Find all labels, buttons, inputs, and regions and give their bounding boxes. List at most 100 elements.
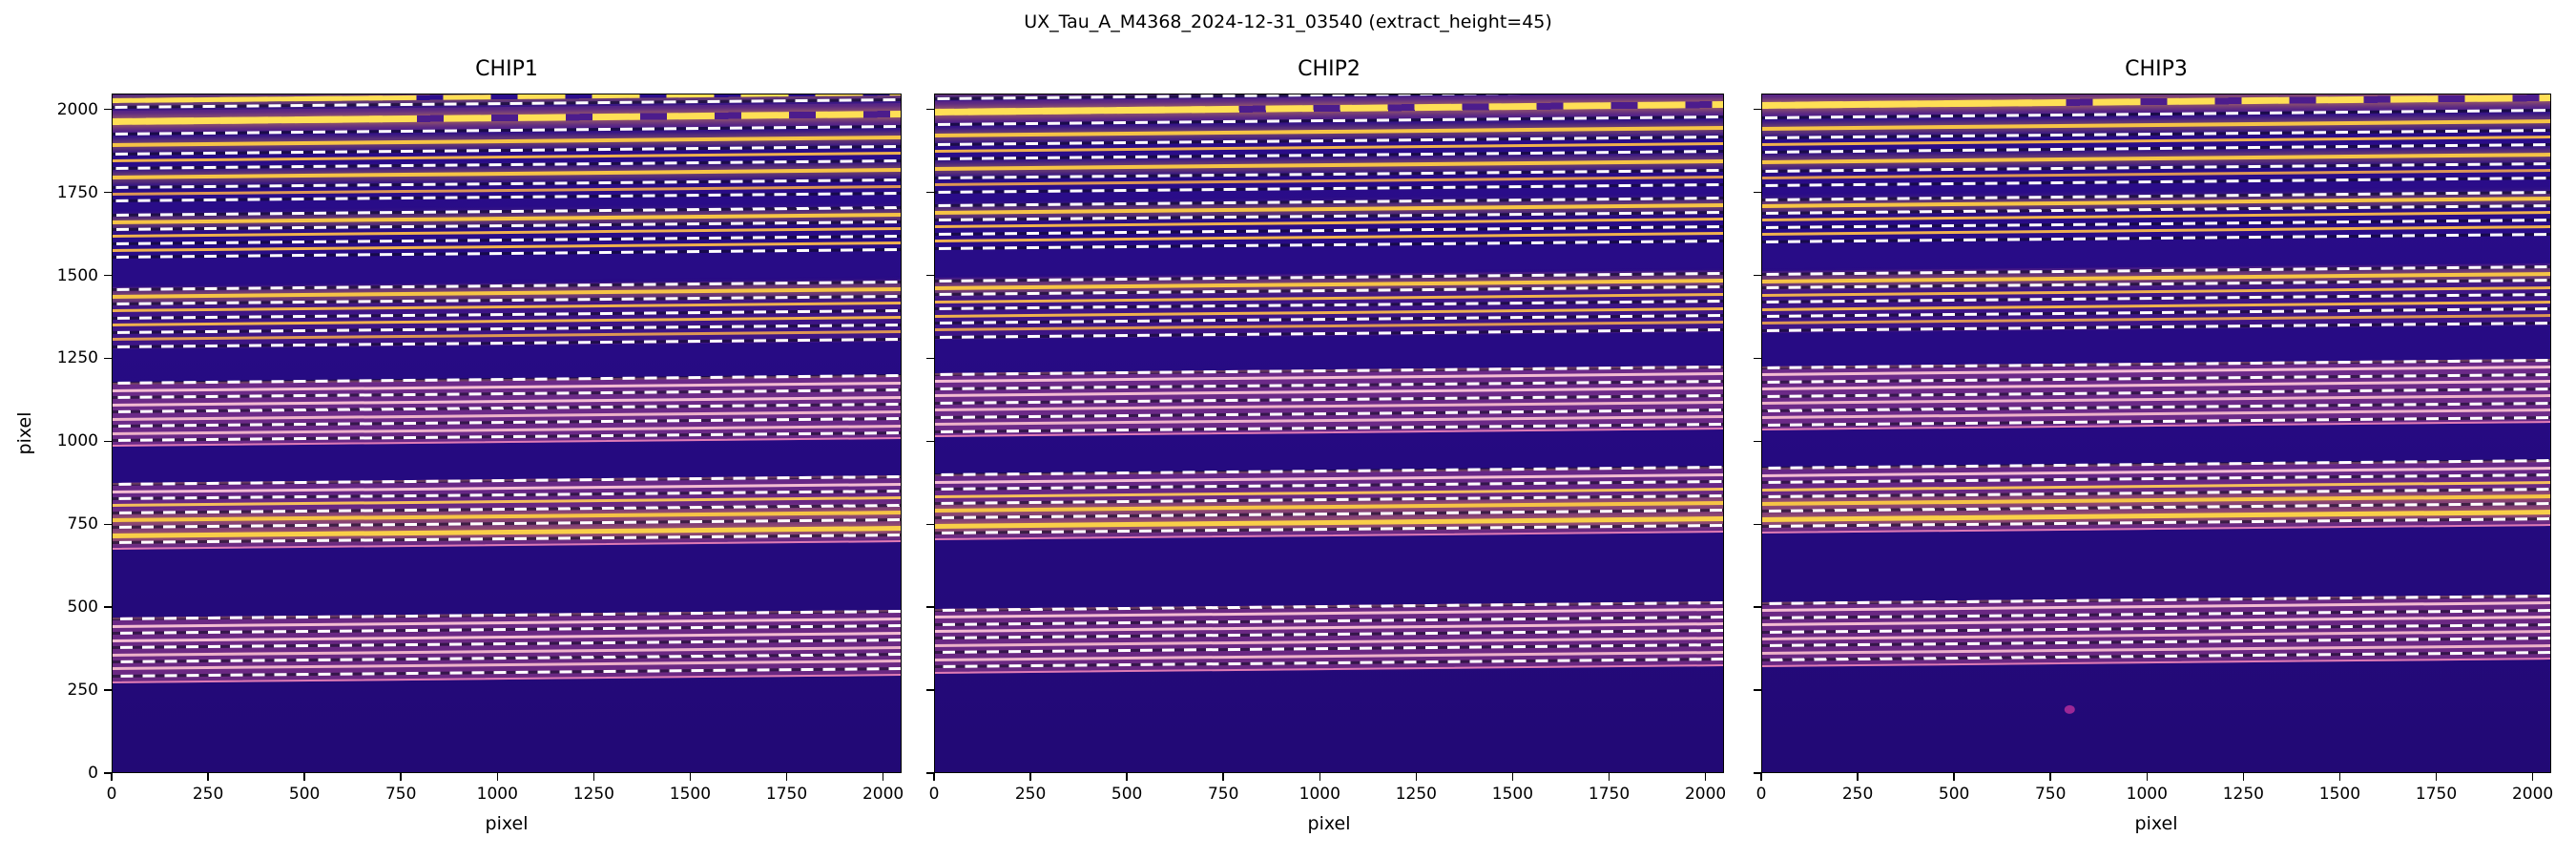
y-tick-mark <box>926 606 934 608</box>
y-tick-mark <box>1754 108 1761 111</box>
y-tick-label: 0 <box>88 764 98 783</box>
x-tick-mark <box>1511 773 1514 781</box>
x-tick-mark <box>400 773 402 781</box>
x-tick-mark <box>1126 773 1128 781</box>
x-tick-mark <box>689 773 692 781</box>
y-tick-mark <box>926 523 934 525</box>
y-tick-mark <box>104 108 112 111</box>
y-tick-mark <box>1754 191 1761 194</box>
x-tick-mark <box>1222 773 1224 781</box>
x-tick-label: 0 <box>106 785 117 804</box>
x-tick-mark <box>207 773 209 781</box>
x-tick-mark <box>2242 773 2245 781</box>
x-tick-label: 0 <box>928 785 940 804</box>
chart-title-chip3: CHIP3 <box>2125 57 2188 81</box>
y-tick-mark <box>104 689 112 691</box>
x-tick-mark <box>1704 773 1707 781</box>
chip-image-chip2 <box>934 94 1724 773</box>
x-axis-label-chip1: pixel <box>485 813 529 834</box>
y-tick-mark <box>926 191 934 194</box>
x-tick-mark <box>2146 773 2149 781</box>
detector-blemish <box>2065 704 2076 715</box>
x-tick-mark <box>2435 773 2438 781</box>
x-tick-label: 250 <box>1841 785 1874 804</box>
y-tick-mark <box>926 108 934 111</box>
x-tick-mark <box>1319 773 1321 781</box>
y-tick-mark <box>1754 440 1761 443</box>
y-tick-label: 1000 <box>56 431 98 451</box>
x-tick-mark <box>882 773 884 781</box>
x-axis-label-chip2: pixel <box>1307 813 1351 834</box>
x-tick-label: 2000 <box>2511 785 2554 804</box>
y-tick-mark <box>104 357 112 360</box>
x-tick-mark <box>303 773 305 781</box>
y-tick-mark <box>926 689 934 691</box>
x-tick-label: 500 <box>1111 785 1143 804</box>
x-tick-label: 750 <box>2034 785 2067 804</box>
chart-title-chip2: CHIP2 <box>1298 57 1361 81</box>
x-tick-mark <box>1857 773 1859 781</box>
chip-image-chip3 <box>1761 94 2551 773</box>
x-axis-label-chip3: pixel <box>2134 813 2178 834</box>
y-tick-mark <box>926 274 934 277</box>
x-tick-label: 1250 <box>1395 785 1437 804</box>
x-tick-label: 2000 <box>862 785 904 804</box>
x-tick-mark <box>1029 773 1031 781</box>
y-tick-label: 1250 <box>56 348 98 368</box>
y-tick-label: 1500 <box>56 265 98 285</box>
y-tick-mark <box>926 772 934 774</box>
y-tick-mark <box>1754 772 1761 774</box>
x-tick-label: 1000 <box>476 785 518 804</box>
y-tick-mark <box>1754 689 1761 691</box>
x-tick-label: 1250 <box>572 785 614 804</box>
x-tick-mark <box>2049 773 2051 781</box>
x-tick-label: 1000 <box>2126 785 2168 804</box>
y-tick-mark <box>926 357 934 360</box>
x-tick-mark <box>1415 773 1418 781</box>
order-layer-chip3 <box>1762 94 2550 772</box>
y-tick-label: 1750 <box>56 182 98 202</box>
x-tick-label: 1750 <box>765 785 808 804</box>
chart-title-chip1: CHIP1 <box>475 57 538 81</box>
x-tick-label: 1250 <box>2222 785 2264 804</box>
y-tick-mark <box>1754 274 1761 277</box>
x-tick-mark <box>2338 773 2341 781</box>
x-tick-label: 500 <box>1938 785 1970 804</box>
x-tick-label: 1500 <box>1491 785 1534 804</box>
x-tick-label: 750 <box>1207 785 1239 804</box>
y-tick-mark <box>104 440 112 443</box>
y-tick-mark <box>104 191 112 194</box>
y-tick-mark <box>104 606 112 608</box>
x-tick-mark <box>1608 773 1610 781</box>
y-tick-mark <box>1754 606 1761 608</box>
y-tick-label: 500 <box>67 597 98 618</box>
y-tick-mark <box>104 772 112 774</box>
figure-suptitle: UX_Tau_A_M4368_2024-12-31_03540 (extract… <box>1024 11 1552 32</box>
x-tick-label: 2000 <box>1684 785 1727 804</box>
x-tick-mark <box>933 773 935 781</box>
x-tick-mark <box>592 773 595 781</box>
x-tick-label: 250 <box>192 785 224 804</box>
x-tick-mark <box>2531 773 2534 781</box>
y-tick-mark <box>1754 357 1761 360</box>
chip-image-chip1 <box>112 94 902 773</box>
x-tick-label: 1500 <box>669 785 712 804</box>
y-tick-mark <box>104 274 112 277</box>
y-tick-label: 750 <box>67 514 98 534</box>
x-tick-label: 750 <box>384 785 417 804</box>
y-tick-mark <box>926 440 934 443</box>
y-axis-label: pixel <box>14 411 35 455</box>
order-layer-chip2 <box>935 94 1723 772</box>
x-tick-label: 1750 <box>1588 785 1631 804</box>
order-layer-chip1 <box>113 94 901 772</box>
x-tick-mark <box>1760 773 1762 781</box>
y-tick-label: 250 <box>67 681 98 701</box>
y-tick-mark <box>1754 523 1761 525</box>
x-tick-mark <box>785 773 788 781</box>
y-tick-label: 2000 <box>56 99 98 119</box>
x-tick-label: 250 <box>1014 785 1047 804</box>
x-tick-label: 1750 <box>2415 785 2458 804</box>
y-tick-mark <box>104 523 112 525</box>
x-tick-mark <box>111 773 113 781</box>
